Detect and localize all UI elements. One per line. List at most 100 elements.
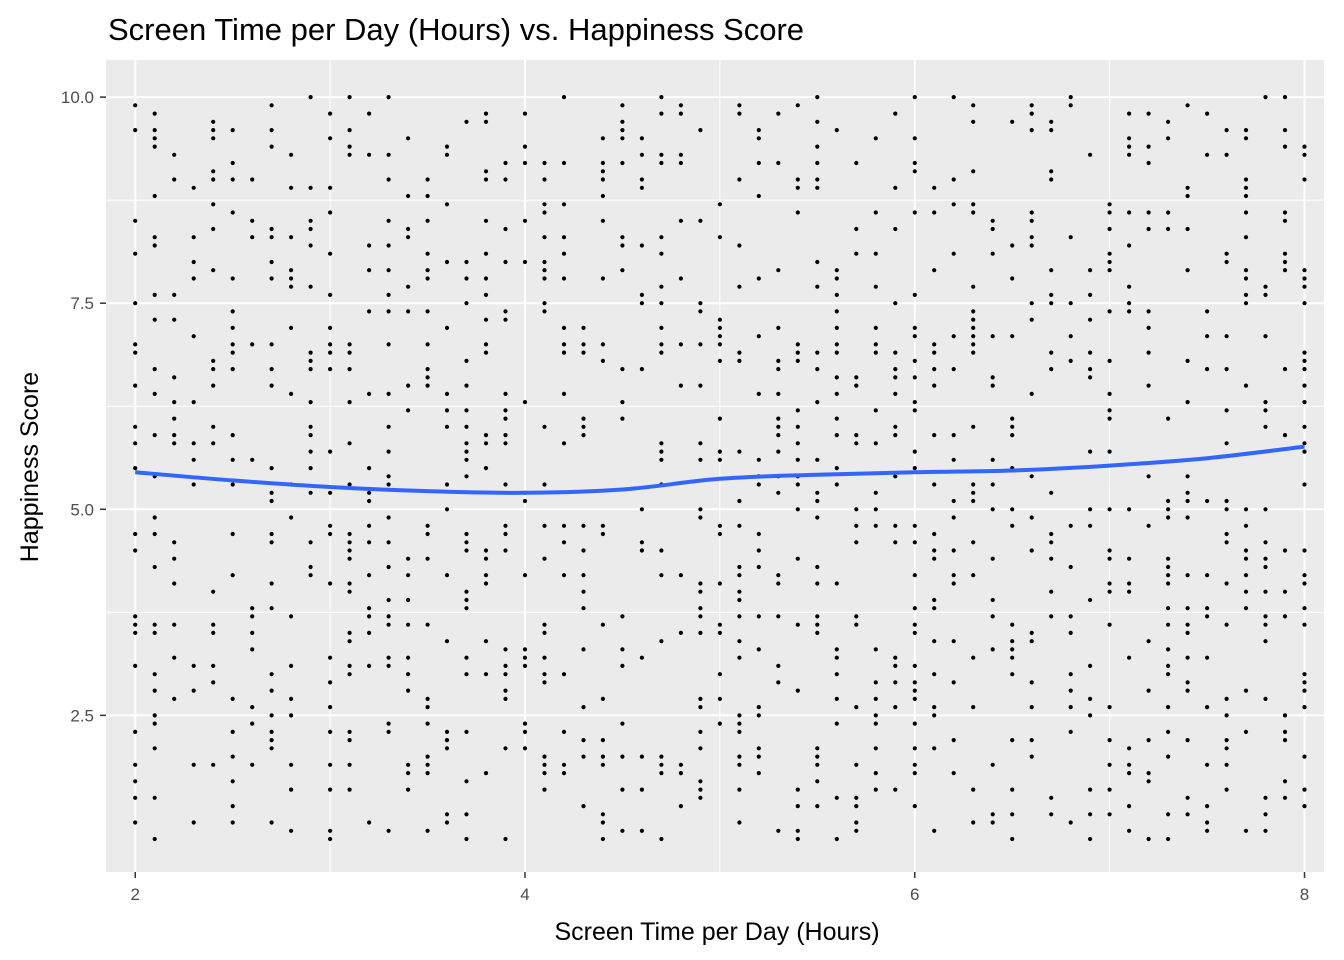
data-point bbox=[600, 193, 606, 199]
data-point bbox=[483, 342, 489, 347]
data-point bbox=[1243, 729, 1249, 735]
data-point bbox=[522, 111, 528, 116]
data-point bbox=[1049, 177, 1054, 182]
data-point bbox=[600, 177, 606, 182]
data-point bbox=[1049, 540, 1054, 545]
data-point bbox=[951, 202, 956, 207]
data-point bbox=[386, 424, 391, 429]
data-point bbox=[347, 367, 352, 372]
data-point bbox=[230, 276, 235, 281]
data-point bbox=[815, 498, 820, 504]
data-point bbox=[211, 367, 216, 372]
data-point bbox=[211, 226, 216, 232]
data-point bbox=[444, 391, 450, 396]
data-point bbox=[1302, 441, 1307, 446]
data-point bbox=[912, 400, 917, 405]
data-point bbox=[1107, 416, 1112, 421]
data-point bbox=[990, 457, 995, 462]
data-point bbox=[386, 391, 391, 396]
data-point bbox=[1049, 301, 1054, 306]
data-point bbox=[717, 523, 723, 528]
data-point bbox=[756, 746, 761, 751]
data-point bbox=[152, 235, 157, 240]
data-point bbox=[1049, 490, 1054, 495]
data-point bbox=[425, 218, 430, 223]
data-point bbox=[698, 507, 703, 512]
data-point bbox=[912, 663, 917, 669]
data-point bbox=[1166, 556, 1171, 561]
data-point bbox=[522, 729, 528, 735]
data-point bbox=[1263, 639, 1268, 644]
data-point bbox=[230, 325, 235, 330]
data-point bbox=[1263, 622, 1268, 627]
data-point bbox=[1243, 193, 1249, 199]
data-point bbox=[386, 614, 391, 619]
data-point bbox=[1282, 589, 1288, 594]
data-point bbox=[211, 680, 216, 685]
data-point bbox=[542, 202, 547, 207]
data-point bbox=[717, 630, 723, 636]
data-point bbox=[1243, 589, 1249, 594]
data-point bbox=[503, 391, 508, 396]
data-point bbox=[971, 787, 976, 792]
data-point bbox=[386, 342, 391, 347]
data-point bbox=[386, 218, 391, 223]
data-point bbox=[133, 103, 138, 108]
data-point bbox=[1146, 639, 1151, 644]
data-point bbox=[483, 169, 489, 174]
data-point bbox=[250, 342, 255, 347]
data-point bbox=[1049, 350, 1054, 355]
data-point bbox=[1010, 672, 1015, 677]
data-point bbox=[795, 177, 800, 182]
data-point bbox=[1243, 556, 1249, 561]
data-point bbox=[522, 259, 528, 265]
data-point bbox=[464, 457, 469, 462]
data-point bbox=[932, 672, 937, 677]
data-point bbox=[308, 350, 313, 355]
data-point bbox=[776, 367, 781, 372]
data-point bbox=[834, 276, 839, 281]
data-point bbox=[912, 466, 917, 471]
data-point bbox=[308, 490, 313, 495]
data-point bbox=[756, 160, 761, 166]
data-point bbox=[659, 325, 664, 330]
data-point bbox=[1205, 498, 1210, 504]
data-point bbox=[1127, 507, 1132, 512]
data-point bbox=[1263, 540, 1268, 545]
data-point bbox=[620, 235, 625, 240]
data-point bbox=[464, 597, 469, 603]
data-point bbox=[503, 688, 508, 693]
data-point bbox=[639, 243, 645, 248]
data-point bbox=[1146, 738, 1151, 743]
data-point bbox=[1302, 383, 1307, 388]
data-point bbox=[581, 804, 586, 809]
data-point bbox=[1224, 738, 1229, 743]
data-point bbox=[444, 482, 450, 487]
data-point bbox=[406, 284, 411, 289]
data-point bbox=[483, 581, 489, 586]
data-point bbox=[464, 531, 469, 537]
data-point bbox=[1282, 729, 1288, 735]
data-point bbox=[776, 663, 781, 669]
data-point bbox=[542, 482, 547, 487]
data-point bbox=[1243, 523, 1249, 528]
data-point bbox=[152, 136, 157, 141]
data-point bbox=[1068, 358, 1073, 363]
data-point bbox=[600, 622, 606, 627]
data-point bbox=[367, 540, 372, 545]
data-point bbox=[269, 729, 274, 735]
data-point bbox=[932, 639, 937, 644]
data-point bbox=[1263, 556, 1268, 561]
data-point bbox=[1263, 334, 1268, 339]
data-point bbox=[367, 606, 372, 611]
data-point bbox=[406, 408, 411, 413]
data-point bbox=[971, 705, 976, 710]
data-point bbox=[815, 367, 820, 372]
data-point bbox=[698, 301, 703, 306]
data-point bbox=[483, 218, 489, 223]
data-point bbox=[308, 284, 313, 289]
data-point bbox=[1107, 251, 1112, 256]
data-point bbox=[756, 771, 761, 776]
data-point bbox=[347, 540, 352, 545]
data-point bbox=[990, 614, 995, 619]
